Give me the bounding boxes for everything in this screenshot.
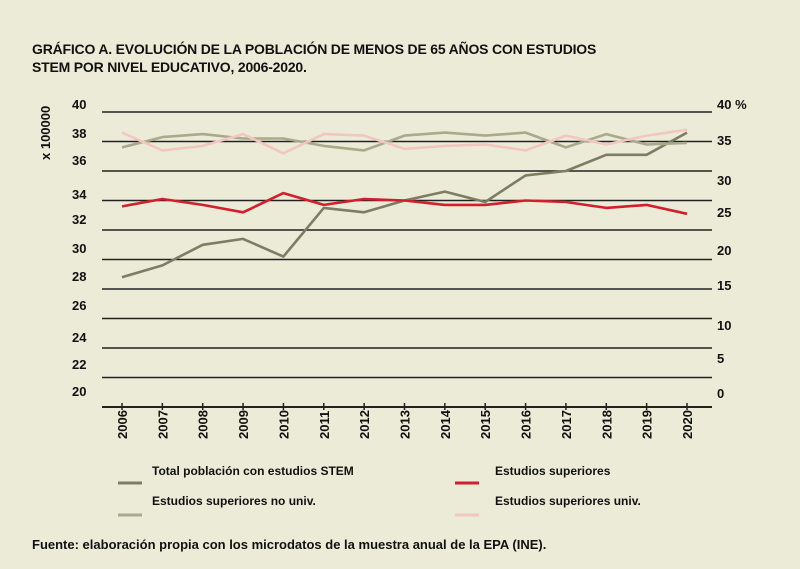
y2-tick-label: 35 xyxy=(717,133,731,148)
y2-tick-label: 15 xyxy=(717,278,731,293)
y-tick-label: 30 xyxy=(72,241,86,256)
y-axis-label: x 100000 xyxy=(38,106,53,160)
x-tick-label: 2010 xyxy=(276,410,291,439)
x-tick-label: 2012 xyxy=(357,410,372,439)
source-note: Fuente: elaboración propia con los micro… xyxy=(32,537,547,552)
y2-tick-label: 10 xyxy=(717,318,731,333)
y2-tick-label: 30 xyxy=(717,173,731,188)
y-tick-label: 24 xyxy=(72,330,87,345)
chart-title: GRÁFICO A. EVOLUCIÓN DE LA POBLACIÓN DE … xyxy=(32,40,596,76)
y-tick-label: 38 xyxy=(72,126,86,141)
x-tick-label: 2011 xyxy=(317,411,332,439)
x-tick-label: 2018 xyxy=(599,410,614,439)
y-tick-label: 40 xyxy=(72,97,86,112)
x-tick-label: 2020 xyxy=(680,410,695,439)
x-tick-label: 2006 xyxy=(115,410,130,439)
x-tick-label: 2009 xyxy=(236,410,251,439)
y-tick-label: 34 xyxy=(72,187,87,202)
y-tick-label: 20 xyxy=(72,384,86,399)
legend-label-superiores: Estudios superiores xyxy=(495,464,611,478)
x-tick-label: 2014 xyxy=(438,409,453,439)
title-line-2: STEM POR NIVEL EDUCATIVO, 2006-2020. xyxy=(32,59,307,75)
x-tick-label: 2013 xyxy=(398,410,413,439)
legend-label-no-univ: Estudios superiores no univ. xyxy=(152,494,316,508)
y-tick-label: 26 xyxy=(72,298,86,313)
x-tick-label: 2017 xyxy=(559,410,574,439)
title-line-1: GRÁFICO A. EVOLUCIÓN DE LA POBLACIÓN DE … xyxy=(32,41,597,57)
y-tick-label: 22 xyxy=(72,357,86,372)
y2-tick-label: 40 % xyxy=(717,97,747,112)
legend-label-univ: Estudios superiores univ. xyxy=(495,494,641,508)
x-tick-label: 2016 xyxy=(519,410,534,439)
x-tick-label: 2007 xyxy=(155,410,170,439)
x-tick-label: 2019 xyxy=(640,410,655,439)
y2-tick-label: 25 xyxy=(717,205,731,220)
y-tick-label: 36 xyxy=(72,153,86,168)
x-tick-label: 2015 xyxy=(478,410,493,439)
y-tick-label: 28 xyxy=(72,269,86,284)
y2-tick-label: 0 xyxy=(717,386,724,401)
y-tick-label: 32 xyxy=(72,212,86,227)
y2-tick-label: 5 xyxy=(717,351,724,366)
legend-label-total: Total población con estudios STEM xyxy=(152,464,354,478)
x-tick-label: 2008 xyxy=(196,410,211,439)
y2-tick-label: 20 xyxy=(717,243,731,258)
series-line-2 xyxy=(121,191,688,216)
